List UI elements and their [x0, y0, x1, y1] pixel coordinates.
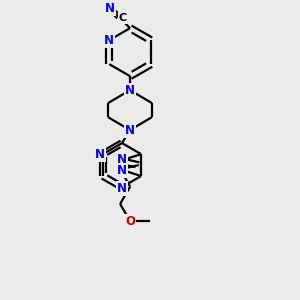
- Text: N: N: [117, 153, 127, 167]
- Text: N: N: [104, 34, 114, 47]
- Text: N: N: [117, 182, 127, 195]
- Text: N: N: [117, 164, 127, 177]
- Text: N: N: [125, 124, 135, 136]
- Text: N: N: [95, 148, 105, 160]
- Text: C: C: [118, 13, 127, 23]
- Text: N: N: [125, 84, 135, 97]
- Text: O: O: [125, 215, 135, 228]
- Text: N: N: [105, 2, 115, 15]
